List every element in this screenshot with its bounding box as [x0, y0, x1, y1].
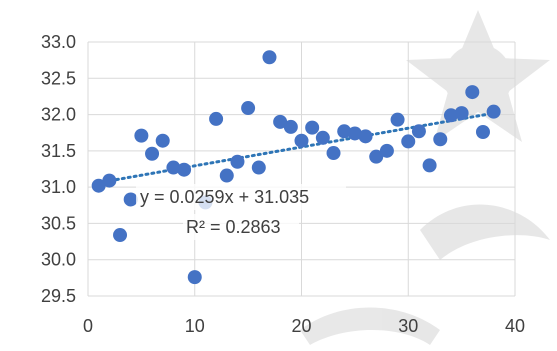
data-point	[166, 160, 181, 175]
data-point	[454, 106, 469, 121]
data-point	[155, 133, 170, 148]
data-point	[241, 101, 256, 116]
y-tick-label: 30.0	[41, 250, 76, 270]
data-point	[134, 128, 149, 143]
data-point	[283, 119, 298, 134]
data-point	[411, 124, 426, 139]
data-point	[145, 146, 160, 161]
data-point	[347, 126, 362, 141]
data-points	[91, 50, 501, 285]
r2-label-background	[183, 214, 299, 240]
trendline-group	[97, 111, 496, 185]
x-tick-label: 20	[291, 316, 311, 336]
trendline	[97, 111, 496, 185]
data-point	[187, 270, 202, 285]
data-point	[475, 124, 490, 139]
y-tick-label: 31.5	[41, 141, 76, 161]
y-tick-label: 33.0	[41, 32, 76, 52]
data-point	[113, 228, 128, 243]
data-point	[433, 132, 448, 147]
y-tick-label: 32.0	[41, 105, 76, 125]
data-point	[486, 104, 501, 119]
equation-label-background	[136, 184, 346, 210]
x-tick-label: 30	[398, 316, 418, 336]
data-point	[443, 108, 458, 123]
data-point	[315, 130, 330, 145]
data-point	[358, 129, 373, 144]
data-point	[422, 158, 437, 173]
data-point	[294, 133, 309, 148]
trendline-r2-label: R² = 0.2863	[186, 217, 281, 237]
data-point	[273, 114, 288, 129]
data-point	[251, 160, 266, 175]
y-tick-label: 29.5	[41, 286, 76, 306]
data-point	[177, 162, 192, 177]
data-point	[379, 143, 394, 158]
y-tick-label: 30.5	[41, 213, 76, 233]
data-point	[209, 111, 224, 126]
data-point	[326, 146, 341, 161]
data-point	[219, 168, 234, 183]
x-tick-label: 10	[185, 316, 205, 336]
data-point	[465, 85, 480, 100]
gridlines	[87, 41, 516, 297]
y-tick-label: 31.0	[41, 177, 76, 197]
data-point	[305, 120, 320, 135]
y-tick-label: 32.5	[41, 68, 76, 88]
data-point	[102, 173, 117, 188]
tick-labels: 29.5 30.0 30.5 31.0 31.5 32.0 32.5 33.0 0 10 20 30 4…	[41, 32, 525, 336]
data-point	[390, 112, 405, 127]
data-point	[230, 154, 245, 169]
data-point	[337, 124, 352, 139]
data-point	[369, 149, 384, 164]
data-point	[123, 192, 138, 207]
trendline-annotation: y = 0.0259x + 31.035 R² = 0.2863	[136, 184, 346, 240]
data-point	[401, 134, 416, 149]
trendline-equation-label: y = 0.0259x + 31.035	[140, 187, 309, 207]
x-tick-label: 0	[83, 316, 93, 336]
data-point	[91, 178, 106, 193]
data-point	[262, 50, 277, 65]
x-tick-label: 40	[505, 316, 525, 336]
